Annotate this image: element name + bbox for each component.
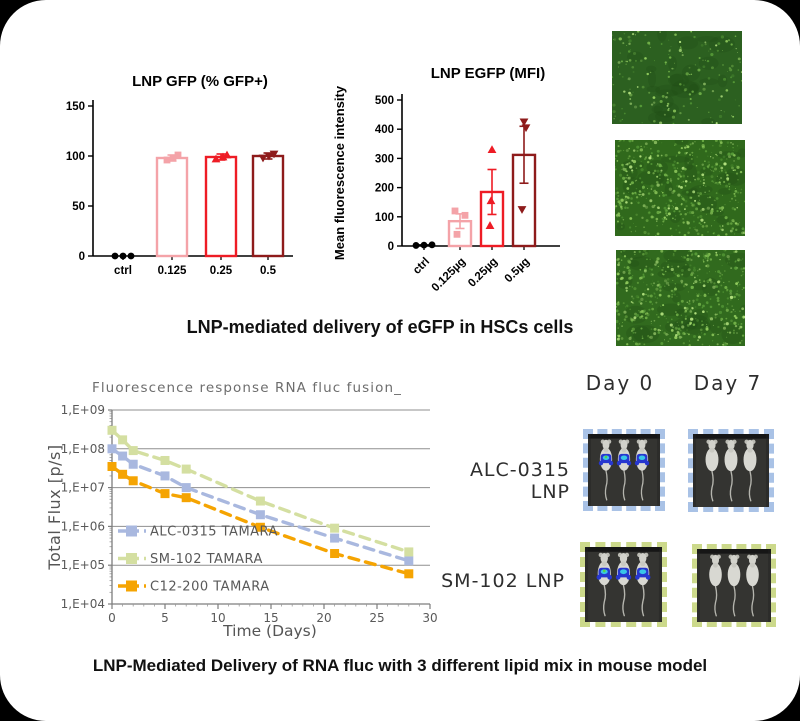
column-header-day0: Day 0 (585, 371, 655, 395)
svg-text:0.5µg: 0.5µg (503, 256, 532, 285)
svg-text:25: 25 (369, 611, 384, 625)
row-label-alc0315: ALC-0315 LNP (469, 459, 570, 503)
mouse-imaging-svg (588, 434, 660, 506)
caption-rna-fluc-delivery: LNP-Mediated Delivery of RNA fluc with 3… (92, 656, 708, 675)
mouse-image-sm102-day7 (692, 544, 776, 627)
flux-line-svg: Fluorescence response RNA fluc fusion_ To… (45, 380, 438, 640)
svg-text:LNP EGFP (MFI): LNP EGFP (MFI) (431, 65, 545, 82)
svg-text:0.125: 0.125 (158, 265, 187, 277)
caption-egfp-delivery: LNP-mediated delivery of eGFP in HSCs ce… (186, 317, 574, 337)
flux-time-line-chart: Fluorescence response RNA fluc fusion_ To… (42, 378, 452, 646)
svg-text:Total Flux [p/s]: Total Flux [p/s] (45, 444, 64, 570)
svg-text:500: 500 (375, 95, 394, 107)
svg-text:1,E+09: 1,E+09 (61, 403, 105, 417)
mfi-bar-svg: LNP EGFP (MFI) Mean fluorescence intensit… (332, 65, 560, 294)
svg-text:0.5: 0.5 (260, 265, 277, 277)
svg-text:SM-102 TAMARA: SM-102 TAMARA (150, 552, 263, 567)
svg-text:0: 0 (388, 241, 394, 253)
svg-text:C12-200 TAMARA: C12-200 TAMARA (150, 580, 270, 595)
svg-text:1,E+04: 1,E+04 (61, 597, 105, 611)
mouse-image-sm102-day0 (580, 542, 667, 627)
svg-text:50: 50 (72, 201, 85, 213)
fluorescence-micrograph-mid-dose (615, 140, 745, 236)
svg-text:0: 0 (108, 611, 116, 625)
svg-text:0: 0 (79, 251, 85, 263)
svg-text:0.25: 0.25 (210, 265, 233, 277)
svg-text:10: 10 (210, 611, 225, 625)
mouse-image-alc0315-day7 (688, 429, 774, 512)
mouse-imaging-svg (697, 549, 771, 622)
gfp-percent-bar-chart: LNP GFP (% GFP+) 0 50 100 150 ctrl 0.125 0.25 0.… (55, 66, 315, 296)
svg-text:200: 200 (375, 183, 394, 195)
svg-text:30: 30 (422, 611, 437, 625)
gfp-bar-svg: LNP GFP (% GFP+) 0 50 100 150 ctrl 0.125 0.25 0.… (66, 73, 293, 277)
svg-text:ctrl: ctrl (114, 265, 132, 277)
svg-text:300: 300 (375, 153, 394, 165)
svg-text:ctrl: ctrl (411, 256, 432, 277)
svg-text:0.25µg: 0.25µg (466, 256, 500, 290)
micrograph-svg (616, 250, 745, 346)
svg-text:100: 100 (66, 151, 85, 163)
svg-text:Fluorescence response RNA fluc: Fluorescence response RNA fluc fusion_ (92, 380, 402, 396)
mouse-imaging-svg (693, 434, 769, 507)
svg-text:LNP GFP (% GFP+): LNP GFP (% GFP+) (132, 73, 268, 90)
mouse-imaging-svg (585, 547, 662, 622)
fluorescence-micrograph-low-dose (612, 31, 742, 124)
svg-text:400: 400 (375, 124, 394, 136)
svg-text:100: 100 (375, 212, 394, 224)
row-label-sm102: SM-102 LNP (441, 570, 565, 592)
mouse-image-alc0315-day0 (583, 429, 665, 511)
svg-text:1,E+08: 1,E+08 (61, 442, 105, 456)
svg-text:1,E+07: 1,E+07 (61, 481, 105, 495)
egfp-mfi-bar-chart: LNP EGFP (MFI) Mean fluorescence intensit… (330, 56, 585, 328)
svg-text:1,E+05: 1,E+05 (61, 558, 105, 572)
svg-text:1,E+06: 1,E+06 (61, 519, 105, 533)
svg-text:150: 150 (66, 101, 85, 113)
svg-text:15: 15 (263, 611, 278, 625)
svg-text:Time (Days): Time (Days) (222, 622, 317, 640)
svg-text:20: 20 (316, 611, 331, 625)
micrograph-svg (612, 31, 742, 124)
fluorescence-micrograph-high-dose (616, 250, 745, 346)
column-header-day7: Day 7 (693, 371, 763, 395)
micrograph-svg (615, 140, 745, 236)
svg-text:5: 5 (161, 611, 169, 625)
svg-text:0.125µg: 0.125µg (430, 256, 468, 294)
svg-text:ALC-0315 TAMARA: ALC-0315 TAMARA (150, 525, 278, 540)
svg-text:Mean fluorescence intensity: Mean fluorescence intensity (332, 85, 347, 260)
